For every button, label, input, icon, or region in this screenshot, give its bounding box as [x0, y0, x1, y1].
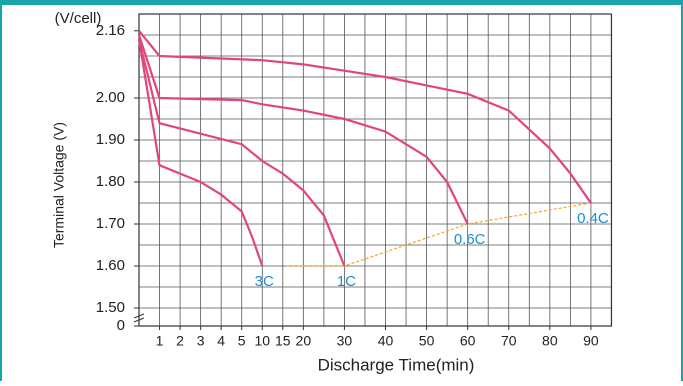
curve-label: 0.4C — [577, 210, 609, 227]
y-tick-label: 1.70 — [96, 215, 125, 232]
x-axis-title: Discharge Time(min) — [318, 355, 475, 374]
x-tick-label: 2 — [176, 333, 184, 349]
discharge-curve — [137, 34, 469, 225]
x-tick-label: 40 — [378, 333, 394, 349]
x-tick-label: 60 — [460, 333, 476, 349]
x-tick-label: 20 — [296, 333, 312, 349]
discharge-curve — [137, 39, 264, 267]
axis-break — [133, 313, 145, 319]
y-tick-label: 1.60 — [96, 257, 125, 274]
x-tick-label: 1 — [156, 333, 164, 349]
x-tick-label: 50 — [419, 333, 435, 349]
top-band — [0, 0, 683, 5]
y-tick-label: 0 — [117, 317, 125, 334]
curve-label: 0.6C — [454, 231, 486, 248]
x-tick-label: 10 — [254, 333, 270, 349]
x-tick-label: 3 — [197, 333, 205, 349]
curve-label: 3C — [255, 273, 274, 290]
y-tick-label: 2.00 — [96, 89, 125, 106]
plot-frame — [138, 13, 613, 327]
discharge-curve — [137, 38, 346, 267]
curve-label: 1C — [337, 273, 356, 290]
y-tick-label: 1.50 — [96, 299, 125, 316]
x-tick-label: 80 — [542, 333, 558, 349]
unit-label: (V/cell) — [55, 10, 102, 27]
cutoff-line — [286, 202, 592, 267]
x-tick-label: 30 — [337, 333, 353, 349]
x-tick-label: 70 — [501, 333, 517, 349]
x-tick-label: 5 — [238, 333, 246, 349]
x-tick-label: 15 — [275, 333, 291, 349]
axis-break — [133, 317, 145, 323]
y-tick-label: 1.80 — [96, 173, 125, 190]
y-axis-title: Terminal Voltage (V) — [51, 122, 67, 248]
discharge-curve — [138, 30, 592, 204]
y-tick-label: 2.16 — [96, 22, 125, 39]
x-tick-label: 4 — [217, 333, 225, 349]
y-tick-label: 1.90 — [96, 131, 125, 148]
x-tick-label: 90 — [583, 333, 599, 349]
